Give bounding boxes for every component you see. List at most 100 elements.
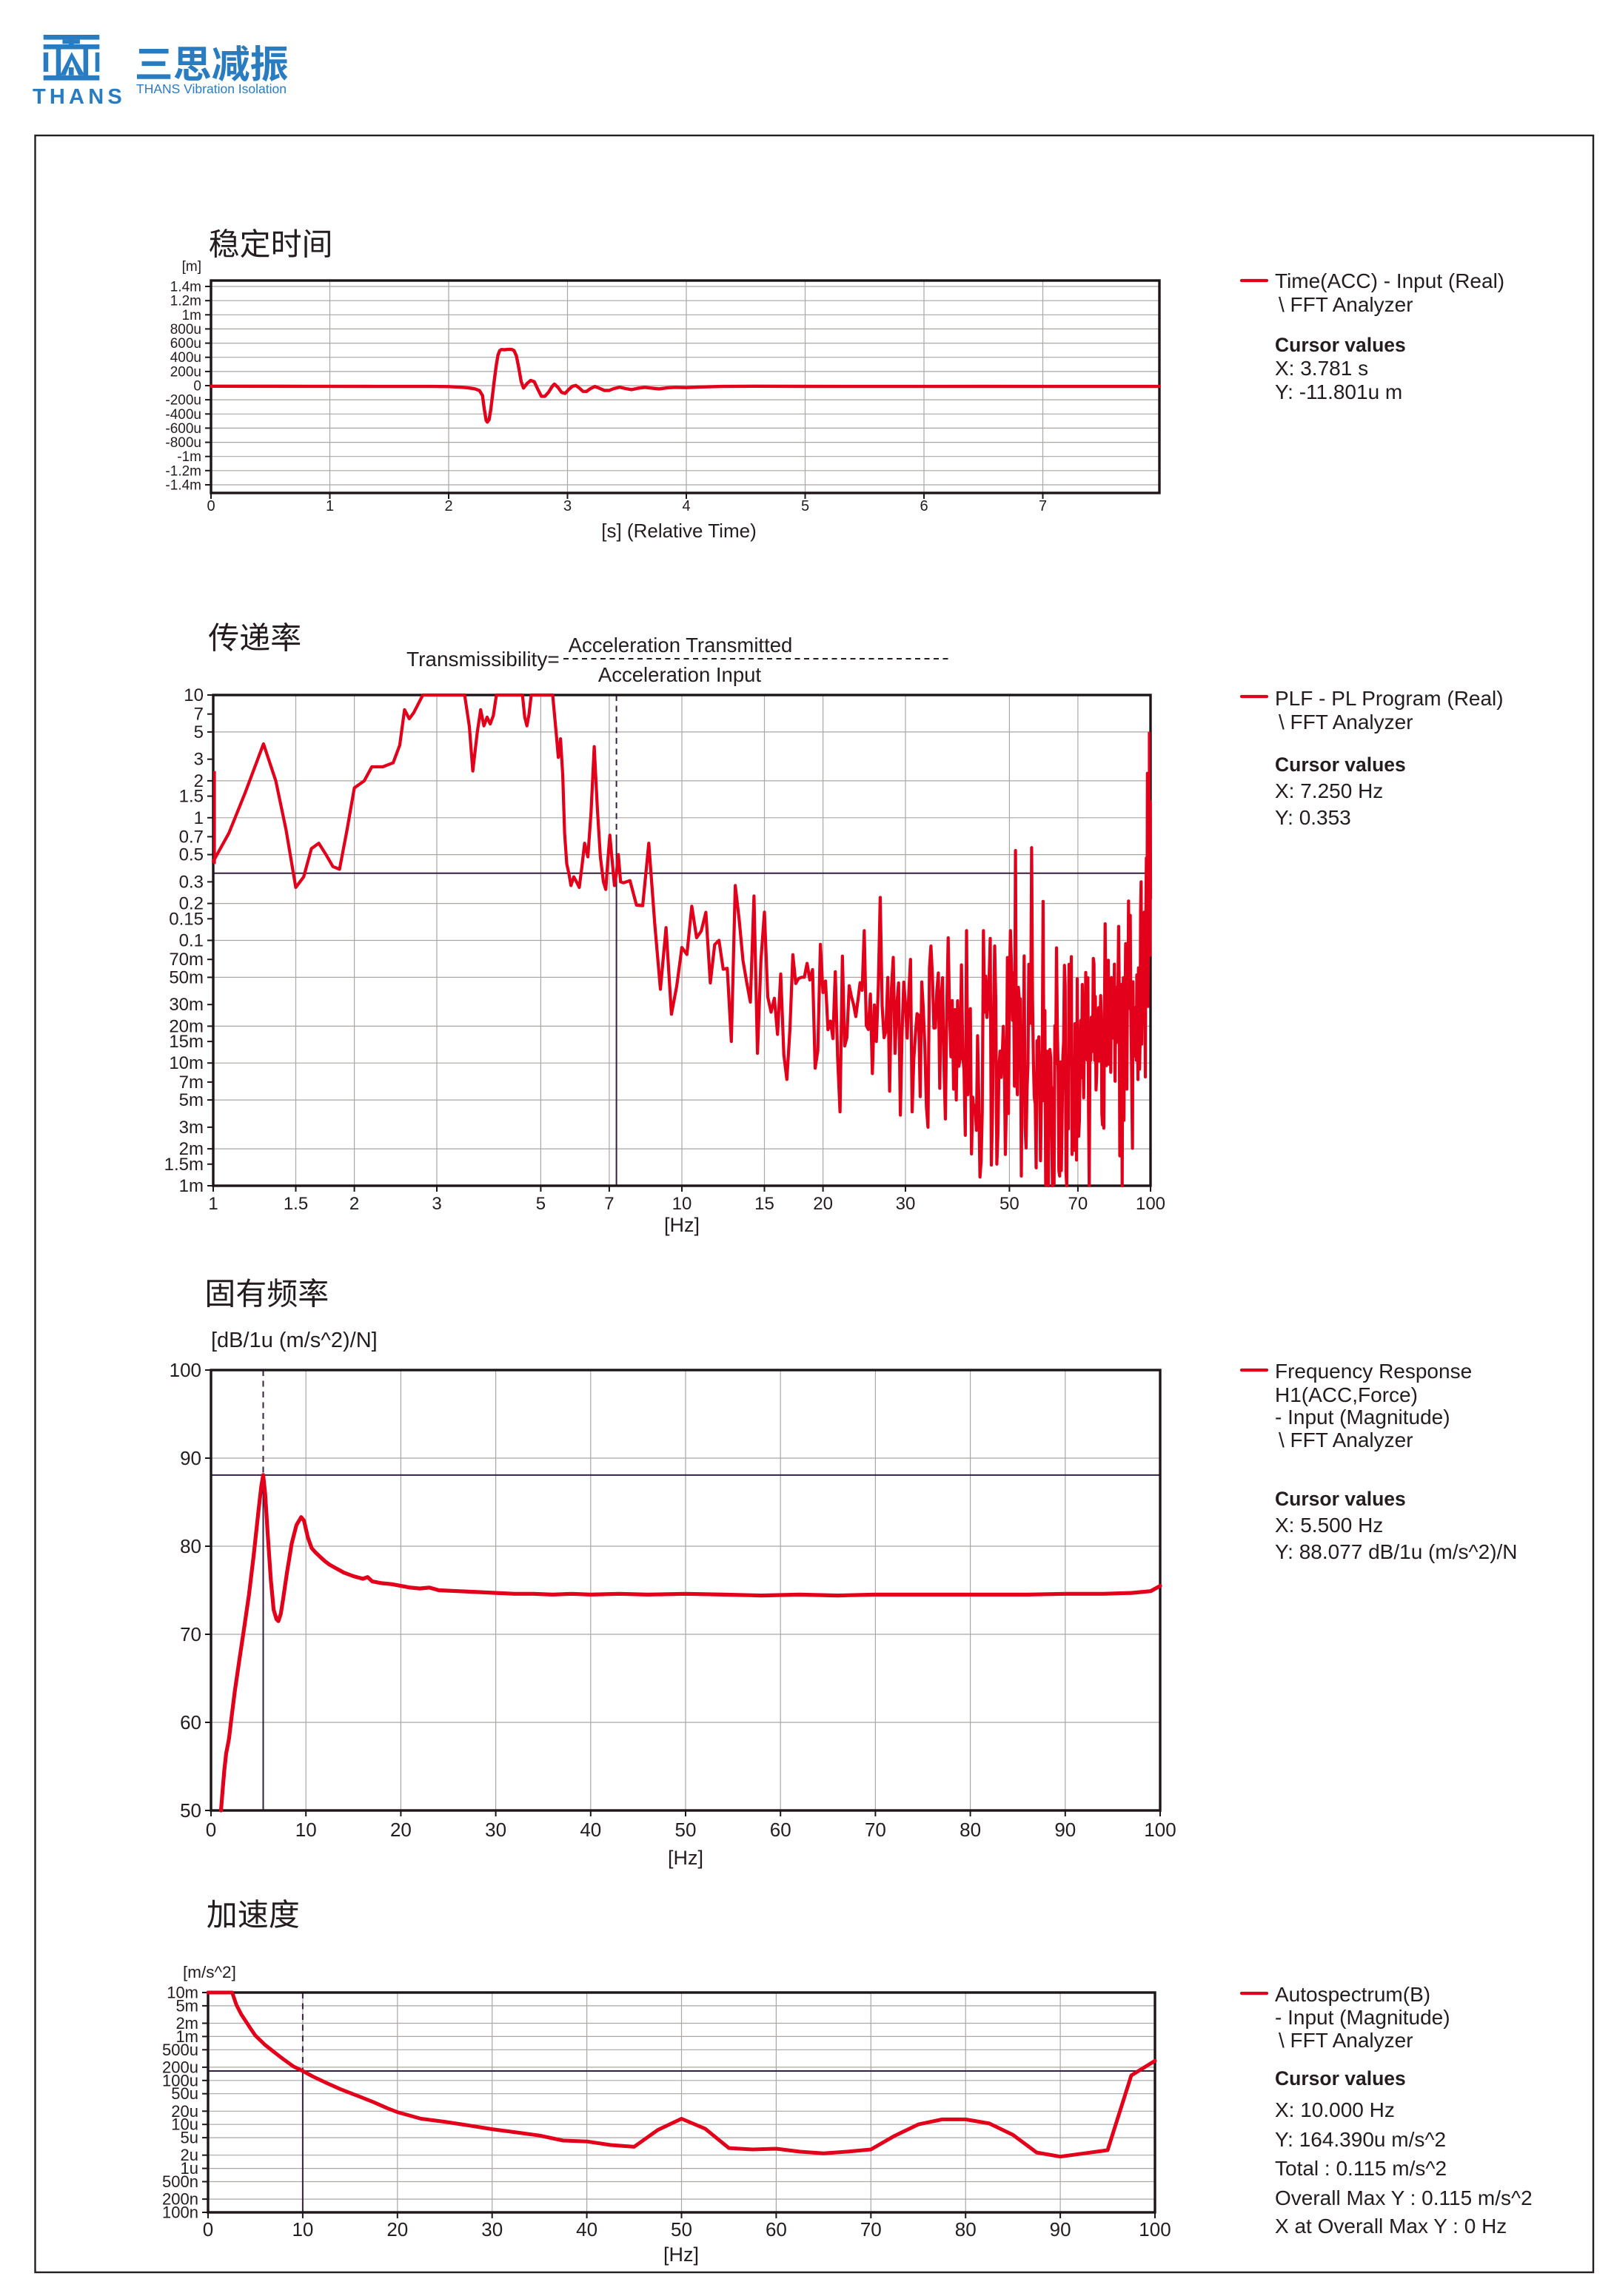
svg-text:1: 1 (208, 1194, 218, 1214)
svg-text:80: 80 (955, 2218, 977, 2240)
svg-text:[Hz]: [Hz] (663, 2243, 699, 2266)
svg-text:0.1: 0.1 (179, 931, 204, 951)
svg-text:20: 20 (386, 2218, 408, 2240)
svg-text:15m: 15m (169, 1032, 204, 1052)
svg-text:X: 10.000 Hz: X: 10.000 Hz (1275, 2098, 1395, 2121)
svg-text:Y: 164.390u m/s^2: Y: 164.390u m/s^2 (1275, 2128, 1446, 2151)
svg-text:70: 70 (1068, 1194, 1088, 1214)
svg-text:80: 80 (960, 1819, 981, 1841)
svg-text:Cursor values: Cursor values (1275, 2067, 1406, 2089)
svg-text:X: 3.781 s: X: 3.781 s (1275, 357, 1368, 380)
svg-text:X at Overall Max Y : 0 Hz: X at Overall Max Y : 0 Hz (1275, 2215, 1507, 2238)
svg-text:200u: 200u (162, 2058, 198, 2076)
svg-text:3: 3 (194, 750, 204, 770)
svg-text:7: 7 (1039, 498, 1047, 514)
svg-text:1m: 1m (179, 1176, 204, 1196)
svg-text:5m: 5m (179, 1090, 204, 1110)
svg-text:40: 40 (576, 2218, 597, 2240)
svg-text:70: 70 (860, 2218, 882, 2240)
svg-text:-1.4m: -1.4m (165, 478, 201, 494)
svg-text:[Hz]: [Hz] (664, 1214, 700, 1236)
svg-text:PLF - PL Program (Real): PLF - PL Program (Real) (1275, 687, 1504, 710)
svg-text:0.3: 0.3 (179, 872, 204, 892)
svg-text:Y: 0.353: Y: 0.353 (1275, 806, 1351, 829)
svg-text:-400u: -400u (165, 407, 201, 423)
svg-text:THANS Vibration Isolation: THANS Vibration Isolation (136, 81, 287, 96)
svg-text:10m: 10m (167, 1984, 198, 2002)
svg-text:10m: 10m (169, 1053, 204, 1073)
svg-text:50m: 50m (169, 967, 204, 987)
svg-text:\ FFT Analyzer: \ FFT Analyzer (1279, 293, 1413, 316)
svg-text:THANS: THANS (33, 85, 126, 109)
svg-text:70m: 70m (169, 950, 204, 970)
svg-text:2: 2 (444, 498, 452, 514)
svg-text:- Input (Magnitude): - Input (Magnitude) (1275, 2006, 1450, 2029)
svg-text:70: 70 (865, 1819, 886, 1841)
svg-text:\ FFT Analyzer: \ FFT Analyzer (1279, 2029, 1413, 2052)
svg-text:1: 1 (194, 808, 204, 828)
svg-text:Autospectrum(B): Autospectrum(B) (1275, 1983, 1430, 2006)
svg-text:1: 1 (326, 498, 334, 514)
svg-text:0: 0 (203, 2218, 213, 2240)
svg-text:1.5: 1.5 (179, 787, 204, 807)
svg-text:Time(ACC) - Input (Real): Time(ACC) - Input (Real) (1275, 269, 1504, 292)
svg-text:4: 4 (682, 498, 690, 514)
svg-text:0: 0 (207, 498, 215, 514)
svg-text:50u: 50u (171, 2084, 198, 2103)
svg-text:1u: 1u (181, 2159, 198, 2178)
svg-text:60: 60 (180, 1711, 201, 1733)
svg-text:10: 10 (295, 1819, 317, 1841)
svg-text:60: 60 (766, 2218, 787, 2240)
svg-text:400u: 400u (170, 350, 201, 366)
svg-text:Overall Max Y : 0.115 m/s^2: Overall Max Y : 0.115 m/s^2 (1275, 2186, 1533, 2209)
svg-text:10: 10 (292, 2218, 313, 2240)
svg-text:7: 7 (604, 1194, 614, 1214)
svg-text:100n: 100n (162, 2203, 198, 2222)
svg-text:3m: 3m (179, 1118, 204, 1138)
svg-text:Acceleration Input: Acceleration Input (598, 663, 761, 686)
svg-text:2u: 2u (181, 2146, 198, 2164)
svg-text:Cursor values: Cursor values (1275, 1488, 1406, 1510)
svg-text:-1.2m: -1.2m (165, 463, 201, 479)
svg-text:800u: 800u (170, 322, 201, 338)
svg-text:500u: 500u (162, 2041, 198, 2059)
svg-text:1.2m: 1.2m (170, 294, 201, 309)
svg-text:20: 20 (390, 1819, 412, 1841)
svg-text:2m: 2m (175, 2014, 198, 2033)
svg-text:Cursor values: Cursor values (1275, 334, 1406, 356)
svg-text:-600u: -600u (165, 421, 201, 437)
svg-text:[s] (Relative Time): [s] (Relative Time) (601, 520, 757, 542)
svg-text:100: 100 (170, 1359, 201, 1381)
svg-text:5: 5 (194, 722, 204, 742)
svg-text:7m: 7m (179, 1073, 204, 1092)
svg-text:Cursor values: Cursor values (1275, 753, 1406, 776)
svg-text:20u: 20u (171, 2102, 198, 2121)
svg-text:[Hz]: [Hz] (668, 1847, 703, 1869)
svg-text:0.7: 0.7 (179, 827, 204, 847)
svg-text:X: 7.250 Hz: X: 7.250 Hz (1275, 779, 1383, 802)
svg-text:40: 40 (580, 1819, 601, 1841)
svg-text:15: 15 (754, 1194, 774, 1214)
svg-text:20m: 20m (169, 1016, 204, 1036)
svg-text:10: 10 (672, 1194, 692, 1214)
svg-text:0.5: 0.5 (179, 845, 204, 865)
svg-text:7: 7 (194, 705, 204, 725)
svg-text:3: 3 (432, 1194, 441, 1214)
svg-text:1m: 1m (175, 2027, 198, 2046)
svg-text:90: 90 (1050, 2218, 1071, 2240)
svg-text:20: 20 (813, 1194, 833, 1214)
svg-text:200u: 200u (170, 364, 201, 380)
svg-text:5u: 5u (181, 2129, 198, 2147)
svg-text:30: 30 (485, 1819, 506, 1841)
svg-text:[m]: [m] (182, 259, 201, 275)
svg-text:2: 2 (194, 771, 204, 791)
svg-text:\ FFT Analyzer: \ FFT Analyzer (1279, 1429, 1413, 1451)
svg-text:200n: 200n (162, 2190, 198, 2209)
svg-text:X: 5.500 Hz: X: 5.500 Hz (1275, 1514, 1383, 1537)
svg-text:2: 2 (349, 1194, 359, 1214)
svg-text:Acceleration Transmitted: Acceleration Transmitted (569, 634, 793, 657)
svg-text:1.5: 1.5 (284, 1194, 308, 1214)
svg-text:Y: 88.077 dB/1u (m/s^2)/N: Y: 88.077 dB/1u (m/s^2)/N (1275, 1540, 1518, 1563)
svg-text:Total : 0.115 m/s^2: Total : 0.115 m/s^2 (1275, 2157, 1447, 2180)
svg-text:H1(ACC,Force): H1(ACC,Force) (1275, 1383, 1418, 1406)
